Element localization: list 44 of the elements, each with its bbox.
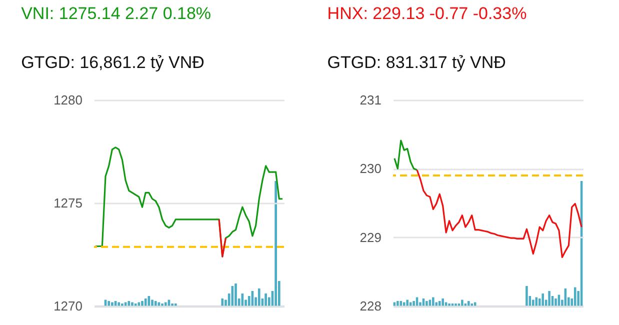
line-series — [416, 169, 582, 258]
bar — [128, 301, 130, 306]
bar — [118, 302, 120, 306]
bar — [234, 284, 237, 306]
bar — [154, 301, 157, 306]
bar — [138, 302, 140, 306]
bar — [542, 294, 544, 306]
y-tick-label: 231 — [360, 92, 382, 108]
bar — [108, 301, 110, 306]
bar — [396, 301, 399, 306]
bar — [258, 288, 260, 306]
bar — [432, 297, 434, 306]
y-tick-label: 230 — [360, 161, 382, 176]
chart-subtitle: GTGD: 831.317 tỷ VNĐ — [327, 53, 506, 72]
bar — [151, 300, 154, 306]
bar — [274, 181, 277, 306]
bar — [532, 300, 534, 306]
chart-subtitle: GTGD: 16,861.2 tỷ VNĐ — [21, 53, 204, 72]
bar — [442, 298, 444, 306]
bar — [426, 301, 428, 306]
chart-title: HNX: 229.13 -0.77 -0.33% — [327, 4, 527, 23]
bar — [403, 302, 406, 306]
bar — [548, 291, 550, 306]
bar — [264, 294, 267, 306]
y-tick-label: 229 — [360, 230, 382, 245]
line-series — [394, 140, 418, 171]
chart-title: VNI: 1275.14 2.27 0.18% — [21, 4, 212, 23]
bar — [141, 301, 144, 306]
bar — [412, 301, 415, 306]
y-tick-label: 1270 — [54, 298, 82, 314]
bar — [144, 298, 147, 306]
bar — [221, 298, 224, 306]
bar — [554, 298, 557, 306]
bar — [131, 302, 134, 306]
y-tick-label: 228 — [360, 298, 382, 314]
bar — [526, 286, 528, 306]
y-tick-label: 1275 — [54, 196, 82, 210]
bar — [468, 301, 470, 306]
y-tick-label: 1280 — [54, 92, 82, 108]
bar — [461, 300, 464, 306]
bar — [406, 300, 408, 306]
bar — [231, 286, 234, 306]
bar — [111, 302, 114, 306]
bar — [164, 302, 167, 306]
